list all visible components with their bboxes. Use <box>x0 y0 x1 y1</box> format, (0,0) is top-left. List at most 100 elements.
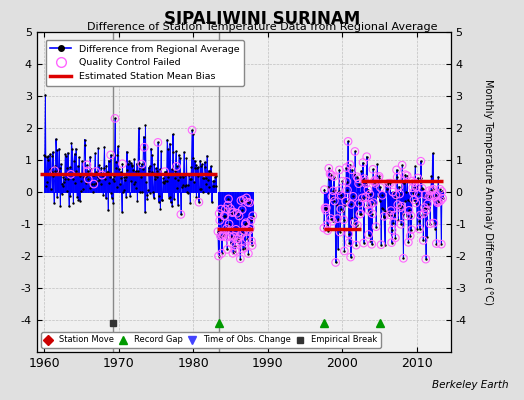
Point <box>329 188 337 194</box>
Point <box>392 192 400 198</box>
Point <box>208 199 216 206</box>
Point <box>341 202 349 208</box>
Point <box>428 187 436 194</box>
Point <box>409 184 417 191</box>
Point <box>365 208 374 214</box>
Point <box>410 196 418 203</box>
Point <box>236 256 245 262</box>
Point <box>140 209 149 216</box>
Point <box>330 198 339 204</box>
Point <box>420 210 428 217</box>
Point <box>177 172 185 178</box>
Point <box>225 221 233 227</box>
Point <box>332 226 341 232</box>
Point <box>357 197 366 204</box>
Point <box>235 213 243 219</box>
Point <box>40 152 48 158</box>
Point <box>245 227 253 234</box>
Point <box>342 198 350 204</box>
Point <box>166 140 174 147</box>
Point <box>325 176 334 182</box>
Point <box>210 178 218 184</box>
Point <box>382 181 390 188</box>
Point <box>199 174 207 181</box>
Point <box>390 212 398 218</box>
Point <box>413 175 422 181</box>
Point <box>116 180 124 187</box>
Point <box>402 213 411 219</box>
Point <box>183 182 192 188</box>
Point <box>370 178 378 185</box>
Point <box>127 178 135 185</box>
Point <box>346 162 354 168</box>
Point <box>364 186 372 193</box>
Point <box>350 171 358 178</box>
Point <box>344 138 352 145</box>
Point <box>150 176 159 182</box>
Point <box>158 197 167 203</box>
Point <box>62 188 71 194</box>
Point <box>224 202 232 208</box>
Point <box>320 186 329 193</box>
Point <box>230 233 238 239</box>
Point <box>240 227 248 234</box>
Point <box>343 187 352 193</box>
Point <box>340 248 348 254</box>
Point <box>119 189 127 195</box>
Point <box>339 178 347 184</box>
Point <box>169 131 177 138</box>
Point <box>374 175 383 181</box>
Point <box>59 174 68 180</box>
Point <box>222 225 231 232</box>
Point <box>165 194 173 201</box>
Point <box>364 186 372 193</box>
Point <box>89 189 97 196</box>
Point <box>114 143 122 149</box>
Point <box>143 192 151 198</box>
Point <box>343 178 351 185</box>
Point <box>353 222 362 228</box>
Point <box>422 207 431 213</box>
Point <box>350 220 358 226</box>
Point <box>438 188 446 195</box>
Point <box>161 177 170 184</box>
Point <box>398 162 406 168</box>
Point <box>320 225 328 231</box>
Point <box>349 193 357 200</box>
Point <box>205 184 214 190</box>
Point <box>383 182 391 188</box>
Point <box>238 206 246 213</box>
Point <box>434 199 443 205</box>
Point <box>221 206 230 212</box>
Point <box>353 222 362 228</box>
Point <box>423 234 431 240</box>
Point <box>43 157 52 164</box>
Point <box>75 154 83 160</box>
Point <box>409 189 418 196</box>
Point <box>377 242 385 248</box>
Point <box>329 188 337 194</box>
Point <box>396 205 405 211</box>
Point <box>225 233 234 240</box>
Point <box>236 256 245 262</box>
Point <box>80 174 88 180</box>
Point <box>235 234 244 240</box>
Point <box>47 185 55 192</box>
Point <box>154 199 162 205</box>
Point <box>148 169 157 176</box>
Point <box>409 189 418 196</box>
Point <box>438 188 446 195</box>
Point <box>156 166 164 172</box>
Point <box>60 179 68 185</box>
Point <box>433 198 441 204</box>
Point <box>168 203 177 209</box>
Point <box>135 125 143 131</box>
Point <box>394 202 402 208</box>
Point <box>342 198 350 204</box>
Point <box>137 173 145 180</box>
Point <box>364 231 373 238</box>
Point <box>334 187 343 194</box>
Point <box>361 178 369 184</box>
Point <box>393 174 401 180</box>
Point <box>95 176 103 183</box>
